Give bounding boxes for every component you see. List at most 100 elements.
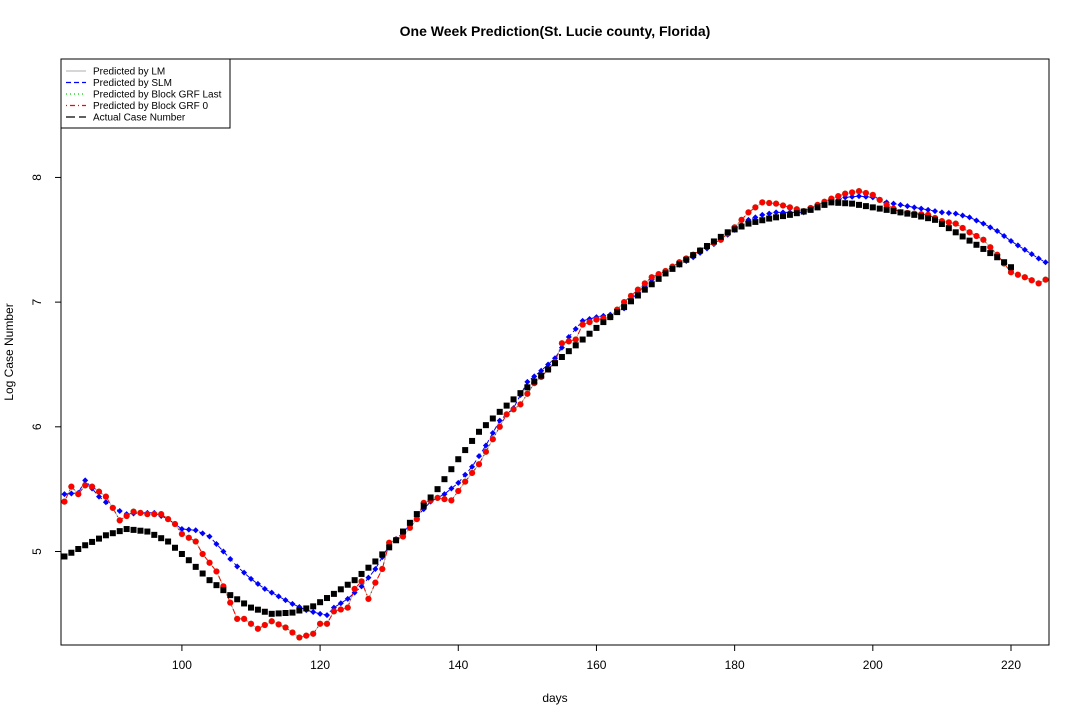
point-slm [206, 533, 213, 540]
point-grf0 [496, 423, 503, 430]
point-actual [303, 605, 310, 612]
point-actual [669, 265, 676, 272]
point-actual [469, 437, 476, 444]
point-actual [123, 526, 130, 533]
point-slm [358, 583, 365, 590]
point-slm [365, 574, 372, 581]
point-slm [489, 430, 496, 437]
point-grf0 [199, 550, 206, 557]
point-actual [68, 549, 75, 556]
point-actual [420, 502, 427, 509]
point-grf0 [123, 512, 130, 519]
point-actual [75, 545, 82, 552]
point-grf0 [82, 482, 89, 489]
point-actual [600, 319, 607, 326]
point-grf0 [593, 316, 600, 323]
point-slm [96, 493, 102, 500]
point-slm [766, 210, 773, 217]
point-actual [842, 200, 849, 207]
point-actual [738, 223, 745, 230]
point-actual [572, 342, 579, 349]
point-grf0 [116, 517, 123, 524]
point-grf0 [344, 604, 351, 611]
point-actual [552, 360, 558, 367]
point-slm [227, 555, 234, 562]
point-slm [310, 608, 317, 615]
point-actual [199, 570, 206, 577]
point-actual [565, 348, 572, 355]
point-grf0 [462, 478, 469, 485]
y-tick-label: 8 [30, 174, 44, 181]
point-grf0 [372, 579, 379, 586]
point-grf0 [621, 299, 628, 306]
point-grf0 [261, 622, 268, 629]
y-axis-label: Log Case Number [2, 303, 16, 400]
point-actual [780, 213, 786, 220]
point-grf0 [959, 224, 966, 231]
point-actual [144, 528, 151, 535]
point-grf0 [641, 280, 648, 287]
point-slm [952, 210, 959, 217]
point-grf0 [413, 516, 420, 523]
point-grf0 [476, 461, 482, 468]
point-slm [448, 485, 455, 492]
point-grf0 [358, 578, 365, 585]
point-slm [344, 595, 351, 602]
point-grf0 [213, 568, 220, 575]
point-grf0 [980, 236, 987, 243]
point-grf0 [952, 220, 959, 227]
point-grf0 [752, 204, 759, 211]
point-grf0 [441, 496, 448, 503]
point-actual [731, 226, 738, 233]
point-actual [476, 428, 482, 435]
point-actual [628, 298, 634, 305]
point-actual [655, 275, 662, 282]
x-tick-label: 180 [725, 658, 745, 672]
point-grf0 [745, 209, 752, 216]
point-grf0 [469, 469, 476, 476]
point-actual [234, 596, 241, 603]
point-grf0 [158, 511, 165, 518]
point-slm [496, 417, 503, 424]
point-grf0 [987, 244, 994, 251]
point-grf0 [883, 201, 890, 208]
series-line-grf0 [64, 190, 1046, 639]
point-slm [911, 204, 918, 211]
chart-title: One Week Prediction(St. Lucie county, Fl… [400, 23, 711, 39]
point-actual [828, 199, 835, 206]
point-actual [634, 292, 641, 299]
point-grf0 [966, 229, 973, 236]
point-actual [938, 220, 945, 227]
point-grf0 [628, 292, 634, 299]
point-grf0 [849, 189, 856, 196]
point-actual [710, 238, 717, 245]
point-actual [648, 281, 655, 288]
point-grf0 [835, 193, 842, 200]
point-actual [586, 330, 593, 337]
point-actual [724, 229, 731, 236]
point-grf0 [61, 498, 68, 505]
point-grf0 [178, 531, 185, 538]
point-actual [337, 586, 344, 593]
point-actual [849, 200, 856, 207]
point-actual [310, 603, 317, 610]
point-slm [849, 193, 856, 200]
point-slm [234, 563, 241, 570]
point-grf0 [572, 336, 579, 343]
point-actual [904, 210, 911, 217]
point-actual [959, 233, 966, 240]
point-actual [503, 402, 510, 409]
point-grf0 [565, 338, 572, 345]
point-slm [773, 209, 780, 216]
point-actual [275, 610, 282, 617]
point-grf0 [268, 618, 275, 625]
point-grf0 [856, 188, 862, 195]
point-actual [517, 390, 524, 397]
point-actual [351, 577, 358, 584]
point-slm [317, 610, 324, 617]
point-actual [773, 214, 780, 221]
point-grf0 [759, 199, 766, 206]
point-grf0 [842, 190, 849, 197]
point-slm [856, 193, 862, 200]
